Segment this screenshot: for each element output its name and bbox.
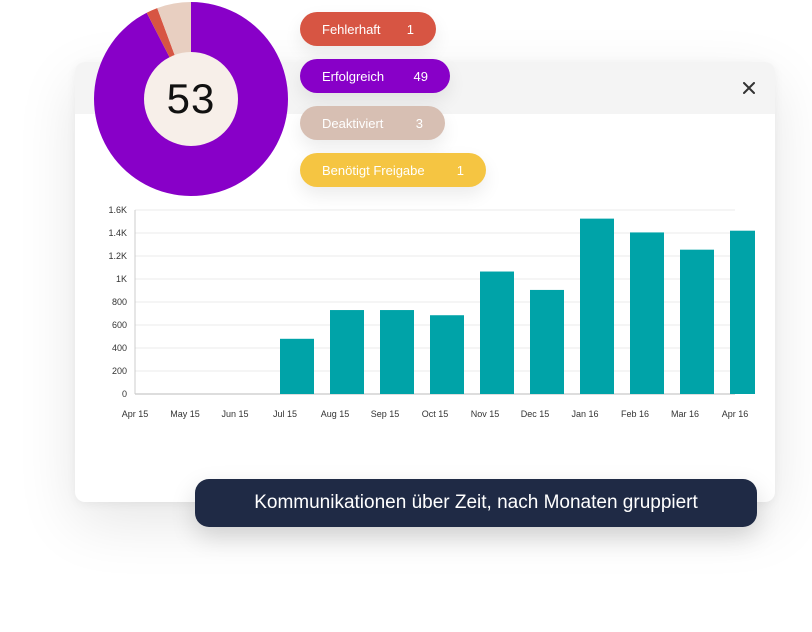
legend-count: 49 xyxy=(413,68,428,84)
legend-pill-erfolgreich[interactable]: Erfolgreich 49 xyxy=(300,59,450,93)
bar xyxy=(580,218,614,394)
legend-label: Benötigt Freigabe xyxy=(322,162,425,178)
legend-count: 3 xyxy=(415,115,423,131)
chart-caption: Kommunikationen über Zeit, nach Monaten … xyxy=(195,479,757,527)
bar-chart: 0 200 400 600 800 1K 1.2K 1.4K 1.6K Apr 15 May 15 J… xyxy=(108,205,755,419)
x-tick-label: Jun 15 xyxy=(221,409,248,419)
legend-count: 1 xyxy=(456,162,464,178)
x-tick-label: Nov 15 xyxy=(471,409,500,419)
close-icon xyxy=(743,82,755,94)
bar xyxy=(330,310,364,394)
x-tick-label: Feb 16 xyxy=(621,409,649,419)
legend-label: Erfolgreich xyxy=(322,68,385,84)
y-tick-label: 200 xyxy=(112,366,127,376)
y-tick-label: 800 xyxy=(112,297,127,307)
bar xyxy=(430,315,464,394)
x-tick-label: May 15 xyxy=(170,409,200,419)
legend-pill-fehlerhaft[interactable]: Fehlerhaft 1 xyxy=(300,12,436,46)
legend-count: 1 xyxy=(406,21,414,37)
x-tick-label: Oct 15 xyxy=(422,409,449,419)
bar xyxy=(680,249,714,394)
x-tick-label: Apr 16 xyxy=(722,409,749,419)
x-tick-label: Jul 15 xyxy=(273,409,297,419)
y-tick-label: 1.4K xyxy=(108,228,127,238)
y-tick-label: 400 xyxy=(112,343,127,353)
bar xyxy=(280,338,314,394)
x-tick-label: Dec 15 xyxy=(521,409,550,419)
close-button[interactable] xyxy=(737,76,761,100)
bar xyxy=(480,271,514,394)
y-tick-label: 600 xyxy=(112,320,127,330)
x-tick-label: Jan 16 xyxy=(571,409,598,419)
x-tick-label: Aug 15 xyxy=(321,409,350,419)
y-tick-label: 0 xyxy=(122,389,127,399)
x-tick-label: Apr 15 xyxy=(122,409,149,419)
legend-label: Deaktiviert xyxy=(322,115,384,131)
legend-label: Fehlerhaft xyxy=(322,21,381,37)
x-tick-label: Sep 15 xyxy=(371,409,400,419)
y-tick-label: 1.2K xyxy=(108,251,127,261)
bar xyxy=(730,230,755,394)
y-tick-label: 1.6K xyxy=(108,205,127,215)
bar xyxy=(380,310,414,394)
bar xyxy=(530,289,564,394)
legend-pill-deaktiviert[interactable]: Deaktiviert 3 xyxy=(300,106,445,140)
x-tick-label: Mar 16 xyxy=(671,409,699,419)
legend-pill-benoetigt-freigabe[interactable]: Benötigt Freigabe 1 xyxy=(300,153,486,187)
donut-total: 53 xyxy=(144,52,238,146)
y-tick-label: 1K xyxy=(116,274,127,284)
bar xyxy=(630,232,664,394)
donut-chart: 53 xyxy=(93,2,288,196)
